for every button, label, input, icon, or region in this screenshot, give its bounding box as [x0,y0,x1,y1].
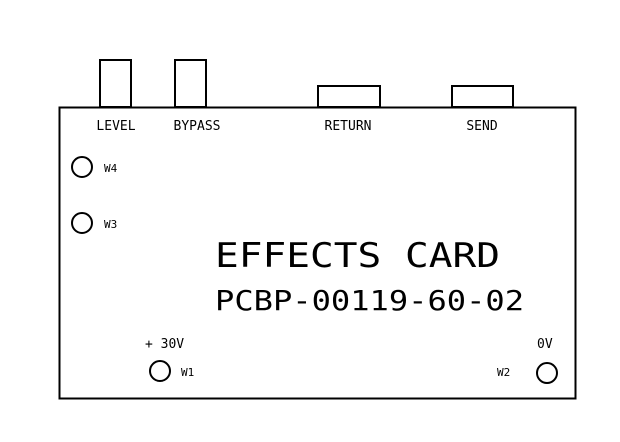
bypass-connector [174,59,207,108]
w3-label: W3 [104,218,117,231]
level-connector [99,59,132,108]
part-number: PCBP-00119-60-02 [215,284,524,317]
w2-voltage: 0V [537,337,553,352]
w1-terminal [149,360,171,382]
w4-terminal [71,156,93,178]
w2-label: W2 [497,366,510,379]
w2-terminal [536,362,558,384]
return-connector [317,85,381,108]
return-label: RETURN [325,119,372,134]
w1-label: W1 [181,366,194,379]
board-title: EFFECTS CARD [215,236,500,276]
send-connector [451,85,514,108]
send-label: SEND [466,119,497,134]
bypass-label: BYPASS [174,119,221,134]
w1-voltage: + 30V [145,337,184,352]
level-label: LEVEL [96,119,135,134]
w4-label: W4 [104,162,118,175]
w3-terminal [71,212,93,234]
